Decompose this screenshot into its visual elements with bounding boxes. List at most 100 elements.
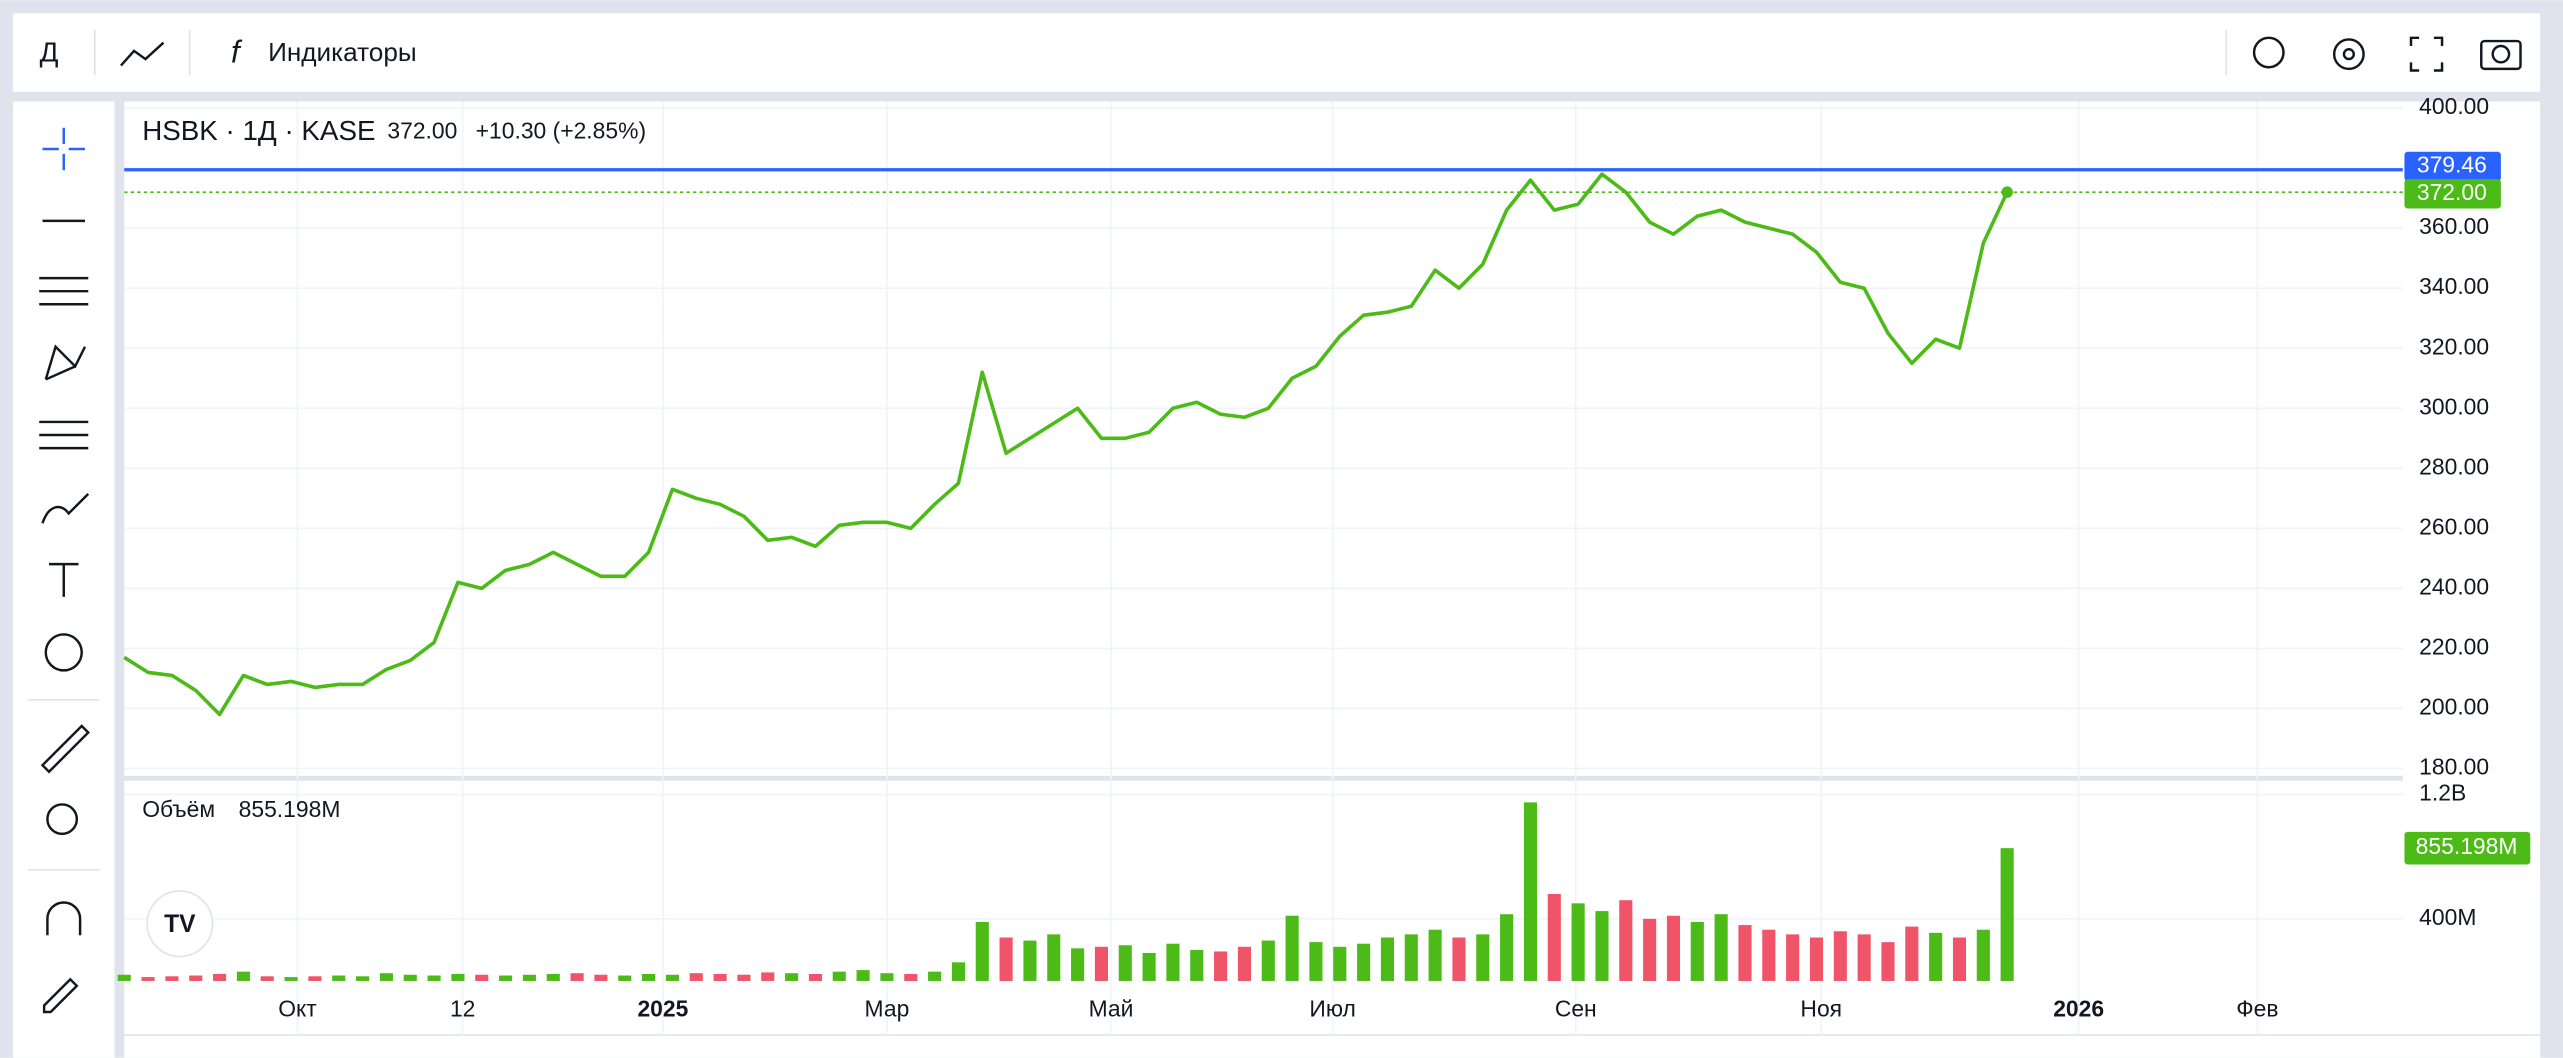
y-tick-label: 180.00 [2419, 754, 2489, 780]
volume-bar [713, 973, 727, 981]
fullscreen-icon[interactable] [2409, 36, 2444, 72]
volume-bar [785, 973, 799, 981]
screenshot-icon[interactable] [2480, 39, 2522, 71]
volume-bar [1333, 946, 1347, 981]
x-tick-label: 2026 [2053, 995, 2104, 1021]
volume-bar [1476, 934, 1490, 981]
volume-bar [1690, 921, 1704, 981]
ruler-tool[interactable] [40, 724, 91, 774]
pattern-tool[interactable] [44, 344, 87, 381]
volume-bar [689, 973, 703, 981]
volume-bar [832, 971, 846, 981]
volume-bar [522, 974, 536, 981]
volume-bar [1428, 929, 1442, 981]
volume-bar [1619, 900, 1633, 981]
volume-bar [1094, 946, 1108, 981]
y-tick-label: 280.00 [2419, 453, 2489, 479]
forecast-tool[interactable] [39, 420, 89, 450]
timeframe[interactable]: Д [40, 37, 59, 68]
volume-bar [928, 971, 942, 981]
volume-bar [951, 962, 965, 981]
alert-icon[interactable] [2252, 36, 2285, 69]
indicators-button[interactable]: Индикаторы [268, 37, 417, 67]
volume-bar [403, 974, 417, 981]
magnet-tool[interactable] [46, 901, 82, 936]
volume-bar [1595, 911, 1609, 981]
volume-bar [1762, 929, 1776, 981]
y-tick-label: 400.00 [2419, 93, 2489, 119]
volume-bar [332, 975, 346, 981]
y-tick-label: 260.00 [2419, 513, 2489, 539]
volume-bar [1905, 926, 1919, 981]
volume-bar [570, 973, 584, 981]
volume-bar [761, 972, 775, 981]
volume-bar [1285, 915, 1299, 981]
volume-bar [284, 977, 298, 981]
volume-last-box [2404, 831, 2531, 865]
volume-bar [1738, 925, 1752, 981]
x-tick-label: Сен [1555, 995, 1597, 1021]
volume-bar [1118, 945, 1132, 981]
volume-bar [1571, 903, 1585, 981]
volume-bar [427, 975, 441, 981]
brush-tool[interactable] [41, 492, 90, 524]
volume-bar [356, 976, 370, 981]
y-tick-label: 360.00 [2419, 213, 2489, 239]
volume-bar [165, 976, 179, 981]
volume-last-label: 855.198M [2416, 833, 2518, 859]
volume-bar [236, 971, 250, 981]
volume-bar [117, 974, 131, 981]
fib-tool[interactable] [39, 276, 89, 306]
volume-bar [1881, 942, 1895, 981]
volume-bar [1357, 943, 1371, 981]
zoom-tool[interactable] [46, 803, 79, 836]
volume-bar [1666, 915, 1681, 981]
volume-bar [546, 973, 560, 981]
price-line [123, 172, 2009, 717]
volume-bar [1976, 929, 1990, 981]
volume-bar [141, 977, 155, 981]
volume-bar [308, 976, 322, 981]
volume-bar [1166, 943, 1180, 981]
symbol-title: HSBK · 1Д · KASE [142, 115, 375, 146]
volume-bar [1523, 802, 1538, 981]
lock-drawing-tool[interactable] [42, 977, 79, 1014]
x-tick-label: Фев [2236, 995, 2278, 1021]
volume-bar [975, 921, 989, 981]
last-point [2001, 186, 2013, 198]
level-label: 379.46 [2417, 152, 2487, 178]
volume-title: Объём [142, 796, 215, 822]
volume-bar [1786, 934, 1800, 981]
screenshot-lens [2491, 44, 2511, 64]
emoji-tool[interactable] [44, 633, 83, 672]
volume-tick-label: 1.2B [2419, 780, 2466, 806]
logo[interactable] [146, 890, 214, 958]
volume-bar [594, 974, 608, 981]
volume-legend-value: 855.198M [239, 796, 341, 822]
x-tick-label: Мар [865, 995, 910, 1021]
volume-bar [856, 970, 870, 981]
volume-tick-label: 400M [2419, 904, 2476, 930]
y-tick-label: 200.00 [2419, 693, 2489, 719]
text-tool[interactable] [49, 562, 79, 597]
volume-bar [1547, 893, 1561, 981]
volume-bar [1857, 934, 1871, 981]
x-tick-label: 12 [450, 995, 475, 1021]
top-toolbar [13, 13, 2541, 92]
last-price-label: 372.00 [2417, 179, 2487, 205]
x-tick-label: Ноя [1800, 995, 1842, 1021]
volume-bar [1380, 937, 1395, 981]
settings-icon[interactable] [2332, 38, 2365, 71]
x-tick-label: Июл [1309, 995, 1355, 1021]
chart-type-icon[interactable] [120, 41, 165, 67]
volume-bar [880, 973, 894, 981]
legend-change: +10.30 (+2.85%) [476, 118, 646, 144]
volume-bar [1142, 953, 1156, 981]
volume-bar [1833, 931, 1847, 981]
settings-icon-core [2342, 48, 2356, 61]
legend-last-price: 372.00 [387, 118, 457, 144]
volume-bar [1643, 918, 1657, 981]
crosshair-tool[interactable] [42, 127, 85, 171]
volume-bar [1190, 949, 1204, 981]
